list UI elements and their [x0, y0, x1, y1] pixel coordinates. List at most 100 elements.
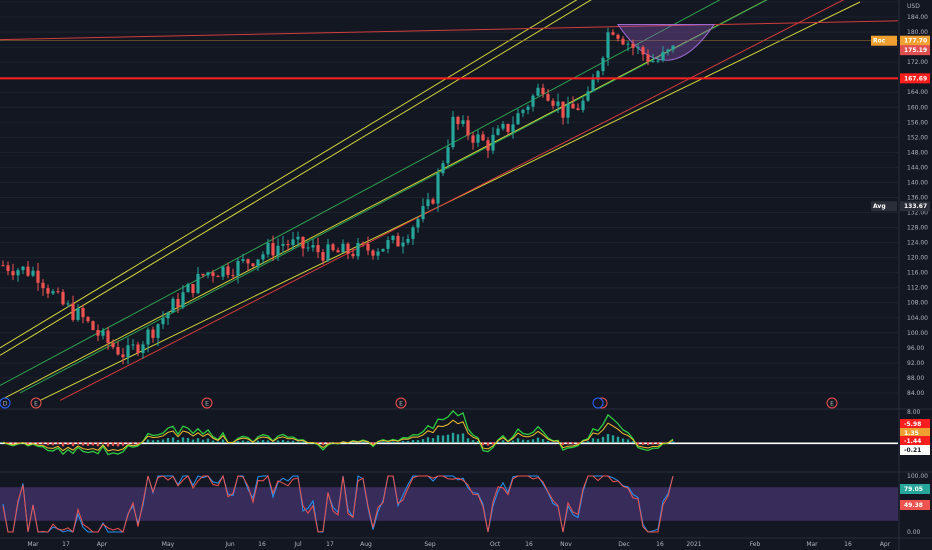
macd-histogram-bar	[521, 439, 525, 443]
macd-histogram-bar	[446, 434, 450, 443]
candle-body	[361, 243, 365, 245]
macd-histogram-bar	[211, 440, 215, 443]
macd-histogram-bar	[401, 440, 405, 443]
macd-histogram-bar	[201, 439, 205, 443]
macd-tag: -0.21	[900, 445, 930, 455]
time-tick-label: 2021	[686, 541, 701, 548]
candle-body	[601, 57, 605, 72]
candle-body	[371, 250, 375, 256]
event-letter: E	[399, 401, 403, 408]
candle-body	[276, 245, 280, 256]
macd-histogram-bar	[246, 440, 250, 443]
price-tag: 167.69	[900, 73, 930, 84]
macd-histogram-bar	[556, 441, 560, 443]
candle-body	[131, 344, 135, 346]
grid	[0, 1, 898, 394]
macd-histogram-bar	[491, 442, 495, 445]
price-tag: Roc 177.70	[871, 35, 930, 46]
macd-histogram-bar	[451, 432, 455, 443]
macd-histogram-bar	[291, 440, 295, 443]
macd-panel: 8.005.00	[0, 408, 932, 456]
candle-body	[651, 61, 655, 63]
price-tick-label: 128.00	[907, 225, 928, 232]
candle-body	[286, 244, 290, 246]
tag-box	[900, 35, 930, 46]
candle-body	[56, 291, 60, 293]
time-tick-label: Jun	[224, 541, 235, 548]
time-tick-label: Mar	[806, 541, 818, 548]
price-tick-label: 184.00	[907, 14, 928, 21]
tag-label: 79.05	[904, 486, 923, 493]
event-letter: E	[205, 401, 209, 408]
candle-body	[511, 124, 515, 132]
macd-histogram-bar	[641, 442, 645, 445]
macd-histogram-bar	[136, 442, 140, 444]
macd-histogram-bar	[266, 440, 270, 443]
macd-histogram-bar	[371, 442, 375, 445]
macd-histogram-bar	[561, 442, 565, 446]
candle-body	[571, 103, 575, 109]
candle-body	[641, 47, 645, 55]
candle-body	[326, 244, 330, 261]
time-tick-label: 17	[326, 541, 334, 548]
candle-body	[636, 47, 640, 49]
macd-histogram-bar	[376, 442, 380, 443]
price-tick-label: 160.00	[907, 104, 928, 111]
macd-histogram-bar	[61, 442, 65, 447]
channel-line	[0, 0, 592, 356]
macd-histogram-bar	[316, 442, 320, 444]
macd-histogram-bar	[221, 439, 225, 443]
macd-histogram-bar	[11, 442, 15, 444]
macd-histogram-bar	[111, 442, 115, 446]
macd-histogram-bar	[106, 442, 110, 447]
macd-histogram-bar	[571, 442, 575, 445]
macd-histogram-bar	[581, 441, 585, 443]
candle-body	[91, 321, 95, 330]
stoch-d-line	[2, 474, 674, 533]
macd-histogram-bar	[271, 441, 275, 443]
macd-histogram-bar	[406, 440, 410, 443]
trend-channels	[0, 0, 899, 401]
price-tick-label: 84.00	[907, 390, 924, 397]
macd-histogram-bar	[91, 442, 95, 446]
candle-body	[236, 260, 240, 276]
macd-histogram-bar	[661, 442, 665, 444]
candle-body	[116, 347, 120, 355]
candle-body	[71, 303, 75, 320]
candle-body	[26, 266, 30, 276]
candle-body	[96, 329, 100, 336]
macd-histogram-bar	[191, 439, 195, 443]
macd-histogram-bar	[421, 439, 425, 443]
price-tag: 175.19	[900, 45, 930, 56]
macd-histogram-bar	[536, 437, 540, 443]
macd-histogram-bar	[216, 441, 220, 443]
macd-histogram-bar	[146, 439, 150, 443]
candle-body	[246, 259, 250, 264]
macd-histogram-bar	[461, 433, 465, 443]
time-tick-label: Nov	[560, 541, 572, 548]
candle-body	[141, 344, 145, 354]
candle-body	[456, 116, 460, 125]
candle-body	[296, 236, 300, 240]
macd-histogram-bar	[431, 438, 435, 443]
candle-body	[186, 283, 190, 293]
macd-histogram-bar	[286, 440, 290, 443]
macd-histogram-bar	[501, 440, 505, 443]
candle-body	[281, 244, 285, 246]
candle-body	[536, 87, 540, 96]
candle-body	[341, 243, 345, 253]
candle-body	[351, 253, 355, 257]
macd-histogram-bar	[41, 442, 45, 445]
candle-body	[106, 330, 110, 343]
candle-body	[231, 275, 235, 277]
candle-body	[416, 219, 420, 228]
time-tick-label: Mar	[27, 541, 39, 548]
price-tick-label: 104.00	[907, 315, 928, 322]
candle-body	[346, 243, 350, 254]
candle-body	[101, 330, 105, 336]
time-axis[interactable]: Mar 17 Apr May Jun 16 Jul 17 Aug Sep Oct 16 Nov Dec 16…	[0, 537, 932, 548]
macd-histogram-bar	[66, 442, 70, 445]
price-tick-label: 136.00	[907, 194, 928, 201]
candle-body	[401, 242, 405, 247]
